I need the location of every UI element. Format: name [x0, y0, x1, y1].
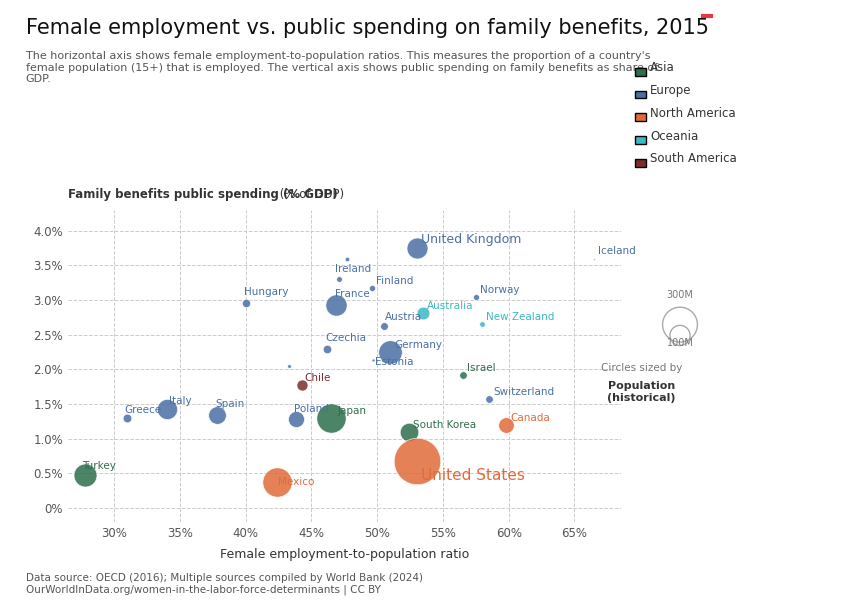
Point — [673, 331, 687, 340]
Text: Hungary: Hungary — [244, 287, 289, 298]
Point — [410, 456, 423, 466]
Point — [416, 308, 430, 317]
Point — [499, 420, 513, 430]
Text: Turkey: Turkey — [82, 461, 116, 472]
Point — [121, 413, 134, 423]
Point — [410, 244, 423, 253]
Text: Circles sized by: Circles sized by — [601, 363, 683, 373]
Text: Canada: Canada — [510, 413, 550, 423]
Text: Norway: Norway — [479, 284, 519, 295]
Point — [482, 394, 496, 403]
Text: Austria: Austria — [385, 311, 422, 322]
Text: Israel: Israel — [467, 363, 496, 373]
Point — [365, 283, 378, 292]
Point — [210, 410, 224, 419]
Point — [320, 344, 334, 353]
Text: Greece: Greece — [125, 404, 162, 415]
Point — [340, 254, 354, 263]
Text: United States: United States — [421, 468, 524, 483]
Text: Estonia: Estonia — [375, 358, 413, 367]
Text: Data source: OECD (2016); Multiple sources compiled by World Bank (2024)
OurWorl: Data source: OECD (2016); Multiple sourc… — [26, 573, 422, 595]
Text: France: France — [335, 289, 370, 299]
Text: Spain: Spain — [215, 399, 245, 409]
Point — [456, 370, 469, 380]
Point — [160, 404, 173, 414]
Text: Family benefits public spending (% GDP): Family benefits public spending (% GDP) — [68, 188, 337, 201]
Text: United Kingdom: United Kingdom — [421, 233, 521, 246]
Point — [383, 347, 397, 357]
Text: 300M: 300M — [666, 290, 694, 301]
Point — [78, 470, 92, 479]
Text: Oceania: Oceania — [650, 130, 699, 143]
Text: Japan: Japan — [337, 406, 366, 416]
Point — [330, 300, 343, 310]
Text: Chile: Chile — [305, 373, 332, 383]
Point — [377, 321, 390, 331]
Point — [469, 292, 483, 301]
Text: Our World: Our World — [737, 22, 796, 35]
Text: Europe: Europe — [650, 84, 692, 97]
Text: Poland: Poland — [294, 404, 329, 414]
Point — [239, 298, 252, 308]
Text: Iceland: Iceland — [598, 247, 636, 256]
Text: Germany: Germany — [394, 340, 442, 350]
Text: Czechia: Czechia — [326, 333, 367, 343]
Text: Ireland: Ireland — [335, 264, 371, 274]
Point — [402, 427, 416, 437]
Text: South America: South America — [650, 152, 737, 166]
Text: Finland: Finland — [376, 275, 413, 286]
Text: Asia: Asia — [650, 61, 675, 74]
Text: New Zealand: New Zealand — [486, 313, 555, 322]
Text: North America: North America — [650, 107, 736, 120]
Point — [325, 413, 338, 423]
Point — [475, 320, 489, 329]
Text: Mexico: Mexico — [279, 478, 314, 487]
Text: Australia: Australia — [427, 301, 473, 311]
Text: South Korea: South Korea — [412, 420, 476, 430]
Text: The horizontal axis shows female employment-to-population ratios. This measures : The horizontal axis shows female employm… — [26, 51, 658, 84]
Text: (% of GDP): (% of GDP) — [276, 188, 344, 201]
X-axis label: Female employment-to-population ratio: Female employment-to-population ratio — [219, 548, 469, 561]
Point — [673, 320, 687, 329]
Text: in Data: in Data — [745, 44, 788, 56]
Text: Population
(historical): Population (historical) — [608, 381, 676, 403]
Point — [587, 254, 601, 263]
Point — [270, 477, 284, 487]
Text: Female employment vs. public spending on family benefits, 2015: Female employment vs. public spending on… — [26, 18, 709, 38]
Point — [332, 275, 346, 284]
Text: Italy: Italy — [169, 395, 192, 406]
Text: Switzerland: Switzerland — [493, 386, 554, 397]
Point — [295, 380, 309, 389]
Text: 100M: 100M — [666, 338, 694, 348]
Point — [289, 415, 303, 424]
Point — [366, 356, 380, 365]
Point — [282, 361, 296, 371]
